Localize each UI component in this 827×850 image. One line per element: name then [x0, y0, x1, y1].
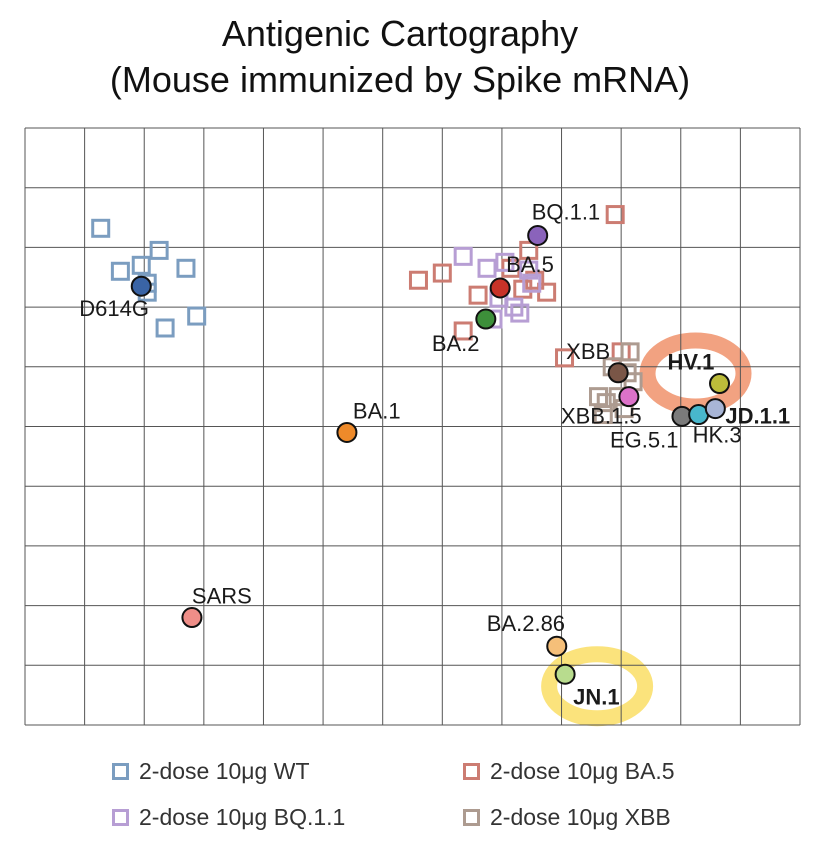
antigen-point-xbb	[607, 362, 629, 384]
highlight-ring-jn-1	[541, 646, 654, 727]
highlight-layer	[541, 332, 752, 727]
antigen-point-bq-1-1	[527, 224, 549, 246]
serum-point-2-dose-10-g-ba-5	[432, 263, 452, 283]
serum-point-2-dose-10-g-bq-1-1	[453, 246, 473, 266]
antigen-point-xbb-1-5	[618, 386, 640, 408]
antigen-point-ba-5	[489, 277, 511, 299]
antigen-label-hv-1: HV.1	[668, 350, 715, 375]
serum-point-2-dose-10-g-wt	[176, 258, 196, 278]
legend-item-ba5: 2-dose 10μg BA.5	[463, 758, 675, 785]
serum-point-2-dose-10-g-ba-5	[555, 348, 575, 368]
serum-point-2-dose-10-g-wt	[155, 318, 175, 338]
serum-point-2-dose-10-g-bq-1-1	[510, 303, 530, 323]
legend-swatch-wt	[112, 763, 129, 780]
antigen-point-jn-1	[554, 663, 576, 685]
antigen-label-d614g: D614G	[79, 296, 149, 321]
label-layer: D614G BA.1 BA.2 BA.5 BQ.1.1 XBB XBB.1.5EG.5.1 H…	[79, 199, 790, 709]
serum-point-2-dose-10-g-xbb	[596, 393, 616, 413]
grid-layer	[24, 127, 801, 726]
serum-layer	[91, 205, 643, 425]
antigen-label-ba-2-86: BA.2.86	[487, 611, 565, 636]
serum-point-2-dose-10-g-bq-1-1	[495, 252, 515, 272]
antigen-point-ba-2-86	[546, 635, 568, 657]
legend-label-ba5: 2-dose 10μg BA.5	[490, 758, 675, 784]
antigen-label-jn-1: JN.1	[573, 684, 619, 709]
chart-title-line-2: (Mouse immunized by Spike mRNA)	[109, 59, 691, 100]
antigen-layer	[130, 224, 731, 685]
legend-item-wt: 2-dose 10μg WT	[112, 758, 310, 785]
serum-point-2-dose-10-g-xbb	[620, 342, 640, 362]
serum-point-2-dose-10-g-wt	[91, 218, 111, 238]
antigen-point-ba-1	[336, 421, 358, 443]
antigen-label-jd-1-1: JD.1.1	[725, 404, 790, 429]
antigen-label-eg-5-1: EG.5.1	[610, 427, 678, 452]
serum-point-2-dose-10-g-ba-5	[519, 240, 539, 260]
legend-item-xbb: 2-dose 10μg XBB	[463, 804, 671, 831]
antigen-point-jd-1-1	[704, 398, 726, 420]
serum-point-2-dose-10-g-ba-5	[408, 270, 428, 290]
antigen-point-d614g	[130, 275, 152, 297]
legend-item-bq11: 2-dose 10μg BQ.1.1	[112, 804, 345, 831]
serum-point-2-dose-10-g-ba-5	[453, 321, 473, 341]
serum-point-2-dose-10-g-ba-5	[501, 258, 521, 278]
legend-swatch-xbb	[463, 809, 480, 826]
antigen-label-xbb: XBB	[566, 339, 610, 364]
antigen-label-ba-2: BA.2	[432, 331, 480, 356]
legend-swatch-bq11	[112, 809, 129, 826]
antigen-label-bq-1-1: BQ.1.1	[532, 199, 600, 224]
serum-point-2-dose-10-g-wt	[149, 240, 169, 260]
chart-title-line-1: Antigenic Cartography	[221, 13, 579, 54]
legend-label-wt: 2-dose 10μg WT	[139, 758, 310, 784]
antigen-point-hv-1	[709, 373, 731, 395]
serum-point-2-dose-10-g-xbb	[593, 405, 613, 425]
serum-point-2-dose-10-g-bq-1-1	[477, 258, 497, 278]
serum-point-2-dose-10-g-wt	[187, 306, 207, 326]
legend-label-bq11: 2-dose 10μg BQ.1.1	[139, 804, 346, 830]
antigen-point-ba-2	[475, 308, 497, 330]
antigen-label-xbb-1-5: XBB.1.5	[561, 404, 642, 429]
serum-point-2-dose-10-g-wt	[131, 255, 151, 275]
antigen-label-ba-1: BA.1	[353, 398, 401, 423]
serum-point-2-dose-10-g-ba-5	[468, 285, 488, 305]
antigen-label-hk-3: HK.3	[693, 423, 742, 448]
antigen-label-sars: SARS	[192, 584, 252, 609]
serum-point-2-dose-10-g-bq-1-1	[519, 260, 539, 280]
legend-label-xbb: 2-dose 10μg XBB	[490, 804, 671, 830]
serum-point-2-dose-10-g-ba-5	[605, 205, 625, 225]
antigen-label-ba-5: BA.5	[506, 252, 554, 277]
antigen-point-sars	[181, 607, 203, 629]
serum-point-2-dose-10-g-bq-1-1	[522, 273, 542, 293]
serum-point-2-dose-10-g-bq-1-1	[504, 297, 524, 317]
legend-swatch-ba5	[463, 763, 480, 780]
serum-point-2-dose-10-g-wt	[110, 261, 130, 281]
